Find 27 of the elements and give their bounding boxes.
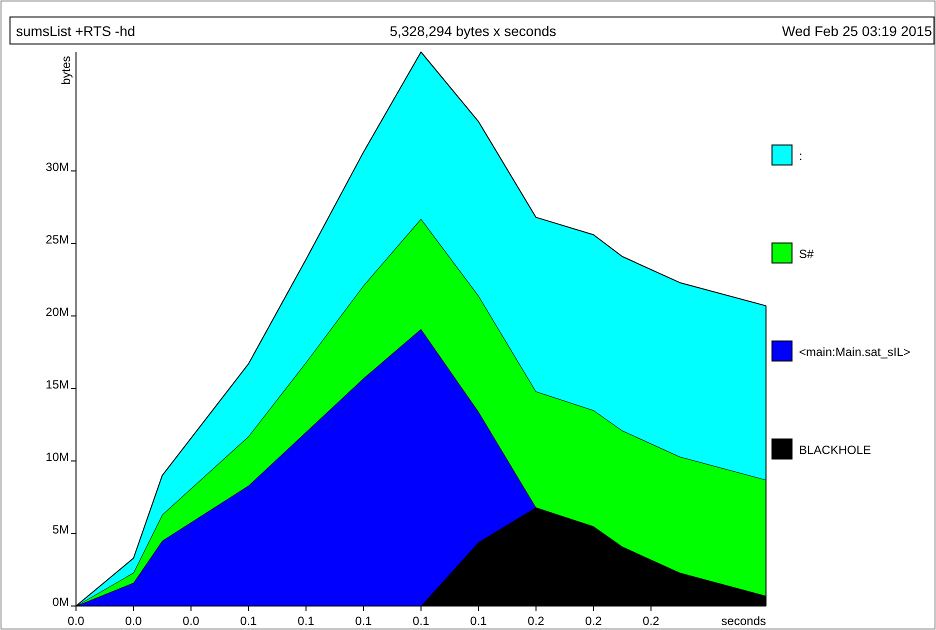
- legend-label: S#: [799, 247, 814, 261]
- legend-label: BLACKHOLE: [799, 443, 872, 457]
- x-tick-label: 0.2: [528, 614, 545, 628]
- y-tick-label: 25M: [46, 232, 70, 246]
- x-tick-label: 0.2: [642, 614, 660, 628]
- y-tick-label: 20M: [46, 304, 70, 319]
- x-tick-label: 0.1: [470, 614, 488, 628]
- x-axis-title: seconds: [721, 614, 766, 628]
- y-tick-label: 10M: [46, 450, 70, 464]
- y-tick-label: 15M: [46, 377, 70, 392]
- x-tick-label: 0.1: [412, 614, 430, 628]
- x-tick-label: 0.1: [355, 614, 372, 628]
- legend-label: :: [799, 149, 802, 163]
- x-tick-label: 0.0: [182, 614, 200, 628]
- x-tick-label: 0.1: [298, 614, 315, 628]
- x-tick-label: 0.0: [125, 614, 142, 628]
- x-tick-label: 0.2: [585, 614, 602, 628]
- text: Wed Feb 25 03:19 2015: [782, 23, 932, 39]
- y-axis-title: bytes: [59, 56, 73, 85]
- y-tick-label: 5M: [52, 522, 69, 536]
- x-tick-label: 0.1: [240, 614, 258, 628]
- y-tick-label: 30M: [46, 160, 70, 174]
- chart-subtitle: 5,328,294 bytes x seconds: [390, 23, 556, 39]
- x-tick-label: 0.0: [68, 614, 85, 628]
- y-tick-label: 0M: [52, 595, 69, 609]
- chart-title: sumsList +RTS -hd: [16, 23, 136, 39]
- legend-label: <main:Main.sat_sIL>: [799, 345, 910, 359]
